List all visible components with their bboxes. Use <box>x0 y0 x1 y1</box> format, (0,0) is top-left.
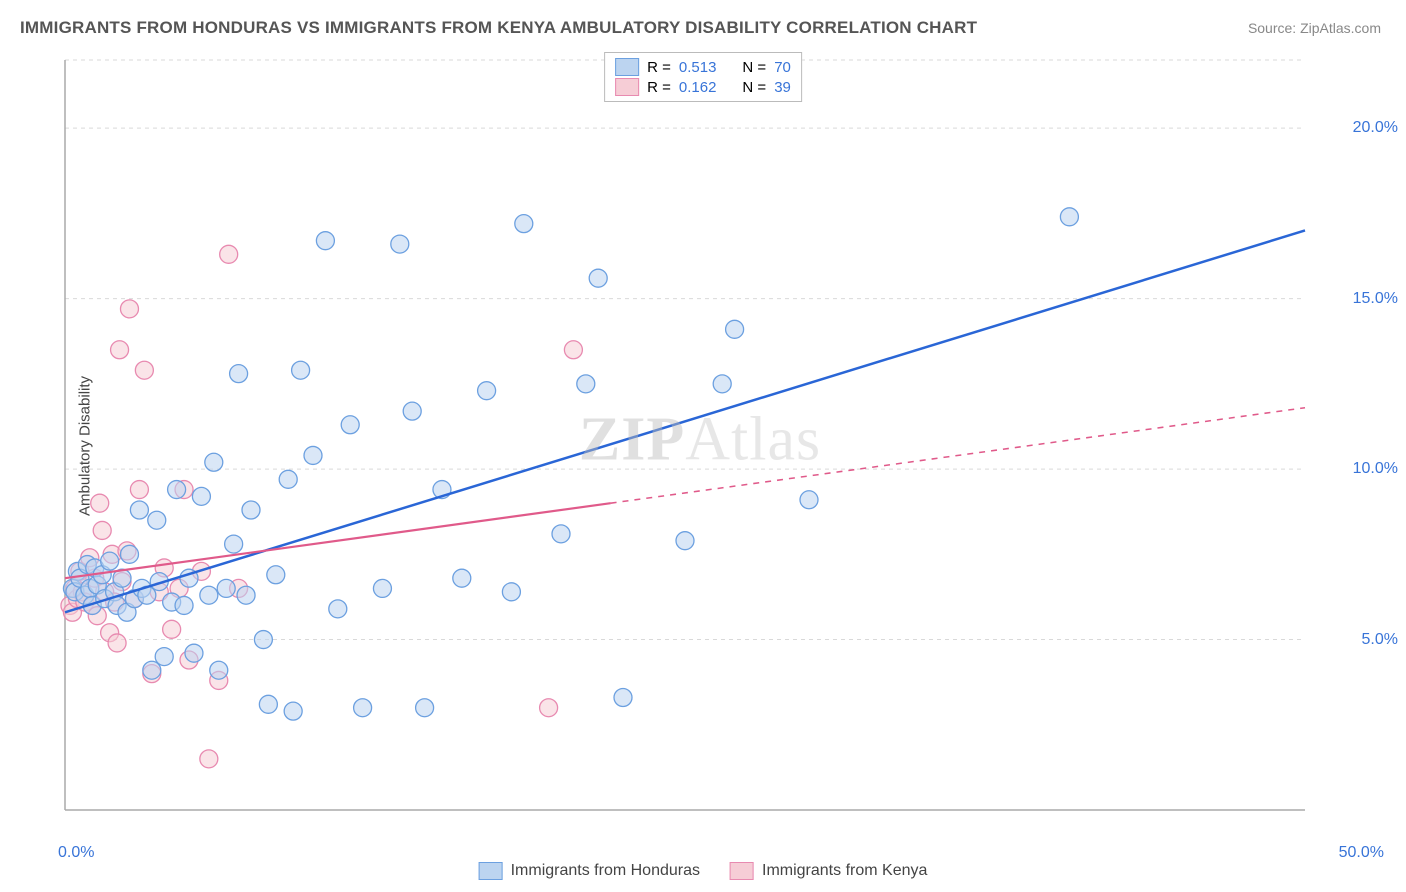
n-value-0: 70 <box>774 59 791 76</box>
scatter-chart-svg <box>55 50 1345 830</box>
swatch-honduras <box>615 58 639 76</box>
swatch-honduras-bottom <box>479 862 503 880</box>
legend-label-1: Immigrants from Kenya <box>762 862 927 880</box>
legend-series: Immigrants from Honduras Immigrants from… <box>479 862 928 880</box>
r-label: R = <box>647 59 671 76</box>
legend-stats-row-0: R = 0.513 N = 70 <box>615 57 791 77</box>
chart-title: IMMIGRANTS FROM HONDURAS VS IMMIGRANTS F… <box>20 18 977 38</box>
r-value-1: 0.162 <box>679 79 717 96</box>
source-label: Source: ZipAtlas.com <box>1248 20 1381 36</box>
x-tick-0: 0.0% <box>58 844 94 862</box>
y-tick-10: 10.0% <box>1353 460 1398 478</box>
r-label: R = <box>647 79 671 96</box>
n-value-1: 39 <box>774 79 791 96</box>
r-value-0: 0.513 <box>679 59 717 76</box>
y-tick-5: 5.0% <box>1362 631 1398 649</box>
legend-label-0: Immigrants from Honduras <box>511 862 700 880</box>
legend-stats: R = 0.513 N = 70 R = 0.162 N = 39 <box>604 52 802 102</box>
chart-area: ZIPAtlas <box>55 50 1345 830</box>
legend-stats-row-1: R = 0.162 N = 39 <box>615 77 791 97</box>
y-tick-15: 15.0% <box>1353 290 1398 308</box>
x-tick-50: 50.0% <box>1339 844 1384 862</box>
y-tick-20: 20.0% <box>1353 119 1398 137</box>
legend-item-kenya: Immigrants from Kenya <box>730 862 927 880</box>
swatch-kenya-bottom <box>730 862 754 880</box>
n-label: N = <box>742 59 766 76</box>
legend-item-honduras: Immigrants from Honduras <box>479 862 700 880</box>
n-label: N = <box>742 79 766 96</box>
swatch-kenya <box>615 78 639 96</box>
